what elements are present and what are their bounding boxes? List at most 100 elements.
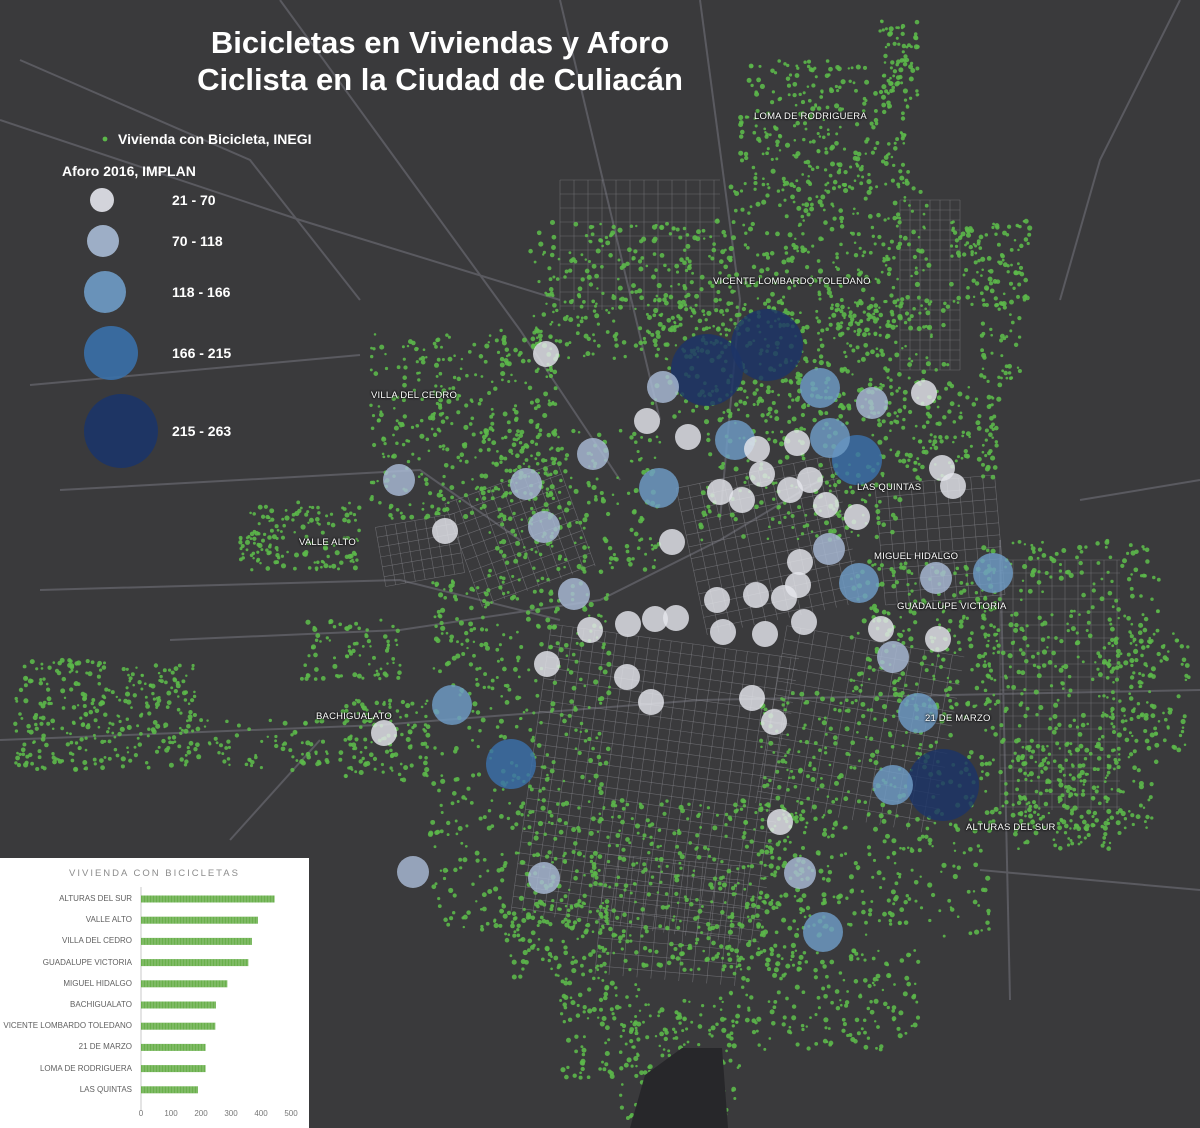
household-dot (374, 700, 380, 706)
household-dot (773, 126, 778, 130)
household-dot (650, 841, 654, 845)
household-dot (784, 760, 788, 764)
household-dot (153, 663, 159, 668)
household-dot (360, 702, 365, 707)
household-dot (859, 181, 864, 186)
household-dot (263, 504, 268, 509)
household-dot (444, 661, 450, 667)
household-dot (136, 724, 140, 728)
household-dot (934, 740, 938, 744)
household-dot (717, 417, 723, 423)
household-dot (792, 853, 798, 858)
household-dot (953, 849, 957, 853)
household-dot (743, 389, 747, 393)
household-dot (470, 416, 475, 421)
household-dot (1004, 706, 1009, 712)
household-dot (799, 854, 802, 858)
household-dot (692, 869, 696, 873)
household-dot (738, 114, 744, 120)
household-dot (136, 736, 140, 740)
household-dot (712, 876, 718, 881)
road (699, 0, 741, 301)
household-dot (448, 387, 452, 390)
household-dot (756, 403, 760, 406)
household-dot (828, 173, 833, 178)
household-dot (510, 825, 515, 831)
household-dot (358, 769, 364, 776)
household-dot (1147, 798, 1151, 802)
household-dot (407, 744, 413, 750)
household-dot (987, 639, 990, 643)
household-dot (814, 103, 818, 107)
household-dot (785, 76, 791, 81)
household-dot (1066, 622, 1069, 626)
household-dot (734, 402, 739, 407)
household-dot (806, 59, 812, 64)
household-dot (566, 913, 571, 918)
household-dot (577, 750, 582, 756)
household-dot (1065, 741, 1070, 746)
household-dot (730, 912, 735, 916)
household-dot (582, 893, 587, 899)
road (59, 468, 521, 541)
household-dot (472, 627, 477, 631)
household-dot (777, 785, 782, 790)
household-dot (838, 283, 842, 287)
household-dot (900, 81, 904, 85)
household-dot (761, 182, 766, 187)
household-dot (340, 709, 346, 714)
household-dot (810, 530, 814, 533)
household-dot (85, 724, 91, 730)
household-dot (125, 686, 129, 690)
household-dot (111, 731, 115, 735)
household-dot (766, 385, 771, 390)
household-dot (274, 734, 278, 739)
household-dot (949, 244, 954, 248)
household-dot (877, 439, 883, 445)
household-dot (30, 761, 34, 766)
household-dot (861, 618, 867, 624)
household-dot (588, 758, 594, 763)
household-dot (1017, 811, 1022, 816)
household-dot (1075, 725, 1080, 729)
household-dot (724, 822, 728, 827)
household-dot (924, 203, 929, 208)
household-dot (555, 641, 560, 646)
household-dot (777, 902, 782, 907)
household-dot (597, 930, 603, 935)
street (691, 525, 848, 559)
household-dot (280, 746, 286, 752)
household-dot (397, 772, 402, 777)
household-dot (88, 709, 94, 715)
household-dot (598, 790, 604, 796)
household-dot (723, 901, 727, 904)
household-dot (472, 701, 478, 707)
household-dot (126, 751, 130, 754)
household-dot (381, 770, 385, 774)
household-dot (139, 732, 143, 736)
household-dot (884, 89, 889, 94)
household-dot (388, 506, 392, 510)
household-dot (752, 938, 757, 943)
household-dot (162, 668, 167, 673)
household-dot (420, 397, 424, 402)
household-dot (614, 882, 619, 887)
street (711, 480, 743, 628)
household-dot (719, 876, 724, 881)
household-dot (898, 875, 902, 879)
household-dot (459, 866, 463, 870)
household-dot (249, 511, 252, 515)
household-dot (527, 358, 531, 363)
household-dot (427, 449, 431, 453)
household-dot (793, 244, 799, 250)
household-dot (424, 755, 428, 760)
household-dot (803, 208, 809, 214)
household-dot (821, 892, 827, 898)
household-dot (860, 683, 863, 687)
household-dot (294, 731, 298, 734)
household-dot (575, 331, 580, 336)
household-dot (145, 703, 151, 709)
household-dot (432, 341, 437, 346)
household-dot (533, 260, 537, 264)
household-dot (584, 268, 590, 274)
